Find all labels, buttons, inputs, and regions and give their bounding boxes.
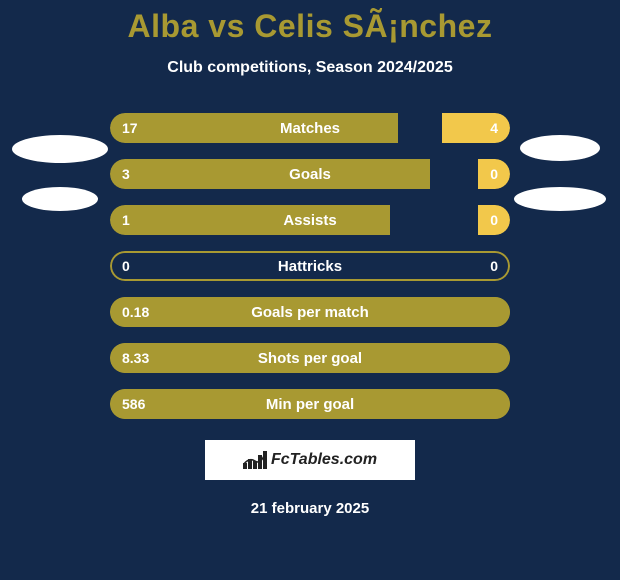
stat-bar: 0.18Goals per match	[110, 297, 510, 327]
bar-label: Goals	[110, 166, 510, 183]
stat-bar: 174Matches	[110, 113, 510, 143]
bar-label: Goals per match	[110, 304, 510, 321]
right-player-ellipse	[514, 187, 606, 211]
stat-bar: 586Min per goal	[110, 389, 510, 419]
comparison-bars-area: 174Matches 30Goals 10Assists 00Hattricks 0.1…	[0, 113, 620, 423]
logo-text: FcTables.com	[271, 451, 377, 469]
bar-label: Min per goal	[110, 396, 510, 413]
stat-bar: 10Assists	[110, 205, 510, 235]
bar-label: Matches	[110, 120, 510, 137]
logo-chart-icon	[243, 451, 265, 469]
logo-line-icon	[243, 451, 267, 469]
right-player-ellipse	[520, 135, 600, 161]
date-label: 21 february 2025	[0, 500, 620, 517]
page-title: Alba vs Celis SÃ¡nchez	[0, 8, 620, 45]
bar-label: Shots per goal	[110, 350, 510, 367]
bar-label: Hattricks	[110, 258, 510, 275]
stat-bar: 30Goals	[110, 159, 510, 189]
subtitle: Club competitions, Season 2024/2025	[0, 59, 620, 77]
fctables-logo: FcTables.com	[205, 440, 415, 480]
stat-bar: 00Hattricks	[110, 251, 510, 281]
stat-bar: 8.33Shots per goal	[110, 343, 510, 373]
left-player-ellipse	[22, 187, 98, 211]
bar-label: Assists	[110, 212, 510, 229]
left-player-ellipse	[12, 135, 108, 163]
comparison-infographic: Alba vs Celis SÃ¡nchez Club competitions…	[0, 0, 620, 580]
